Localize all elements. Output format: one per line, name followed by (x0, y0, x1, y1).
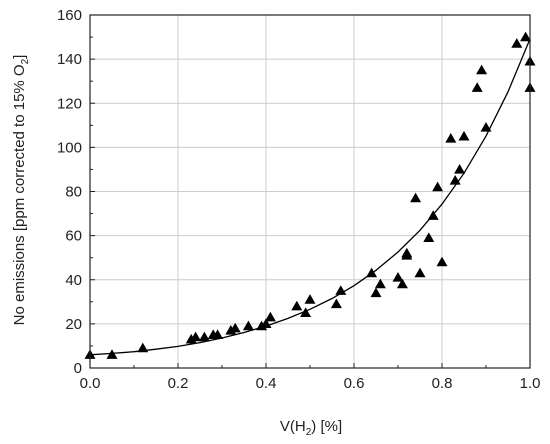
x-tick-label: 0.4 (256, 375, 277, 392)
data-point-triangle (427, 210, 439, 220)
data-point-triangle (445, 133, 457, 143)
data-point-triangle (480, 122, 492, 132)
x-tick-label: 0.0 (80, 375, 101, 392)
data-point-triangle (366, 267, 378, 278)
data-point-triangle (330, 298, 342, 309)
y-axis-title: No emissions [ppm corrected to 15% O2] (11, 55, 31, 326)
x-tick-labels: 0.0 0.2 0.4 0.6 0.8 1.0 (80, 375, 541, 392)
data-point-triangle (291, 300, 303, 311)
data-point-triangle (432, 181, 444, 192)
data-point-triangle (370, 287, 382, 298)
x-tick-label: 1.0 (520, 375, 541, 392)
data-point-triangle (335, 285, 347, 295)
data-point-triangle (300, 307, 312, 317)
data-point-triangle (476, 64, 488, 75)
x-axis-title-main: V(H (280, 418, 306, 435)
data-point-triangle (449, 174, 461, 185)
data-point-triangle (454, 163, 466, 174)
data-point-triangle (229, 322, 241, 333)
data-point-triangle (106, 349, 118, 359)
y-tick-label: 120 (57, 95, 82, 112)
y-tick-label: 0 (74, 360, 82, 377)
data-point-triangle (436, 256, 448, 267)
y-tick-label: 100 (57, 139, 82, 156)
data-point-triangle (260, 318, 272, 328)
data-point-triangle (242, 320, 254, 331)
y-tick-label: 80 (65, 184, 82, 201)
axis-ticks (89, 14, 531, 369)
y-tick-label: 140 (57, 51, 82, 68)
grid-lines (90, 15, 530, 368)
x-axis-title: V(H2) [%] (280, 418, 342, 438)
x-axis-title-tail: ) [%] (311, 418, 342, 435)
data-point-triangle (471, 82, 483, 92)
y-tick-label: 20 (65, 316, 82, 333)
data-point-triangle (414, 267, 426, 278)
y-tick-label: 60 (65, 228, 82, 245)
data-point-triangle (304, 294, 316, 304)
fit-curve (89, 38, 531, 356)
x-axis-title-sub: 2 (306, 427, 312, 438)
y-tick-labels: 0 20 40 60 80 100 120 140 160 (57, 7, 82, 377)
data-point-triangle (396, 278, 408, 289)
data-point-triangle (423, 232, 435, 242)
y-axis-title-main: No emissions [ppm corrected to 15% O (11, 64, 28, 325)
data-point-triangle (212, 329, 224, 340)
data-point-triangle (401, 247, 413, 258)
x-tick-label: 0.2 (168, 375, 189, 392)
y-tick-label: 40 (65, 272, 82, 289)
y-tick-label: 160 (57, 7, 82, 24)
data-point-triangle (198, 331, 210, 342)
data-point-triangle (458, 130, 470, 141)
y-axis-title-sub: 2 (20, 58, 31, 64)
data-point-triangle (190, 331, 202, 342)
data-point-triangle (511, 38, 523, 48)
data-point-triangle (410, 192, 422, 203)
x-tick-label: 0.8 (432, 375, 453, 392)
x-tick-label: 0.6 (344, 375, 365, 392)
data-point-triangle (264, 311, 276, 322)
data-point-triangle (374, 278, 386, 289)
data-point-triangle (137, 342, 149, 353)
data-point-triangle (520, 31, 532, 42)
data-point-triangle (392, 272, 404, 282)
y-axis-title-tail: ] (11, 55, 28, 59)
